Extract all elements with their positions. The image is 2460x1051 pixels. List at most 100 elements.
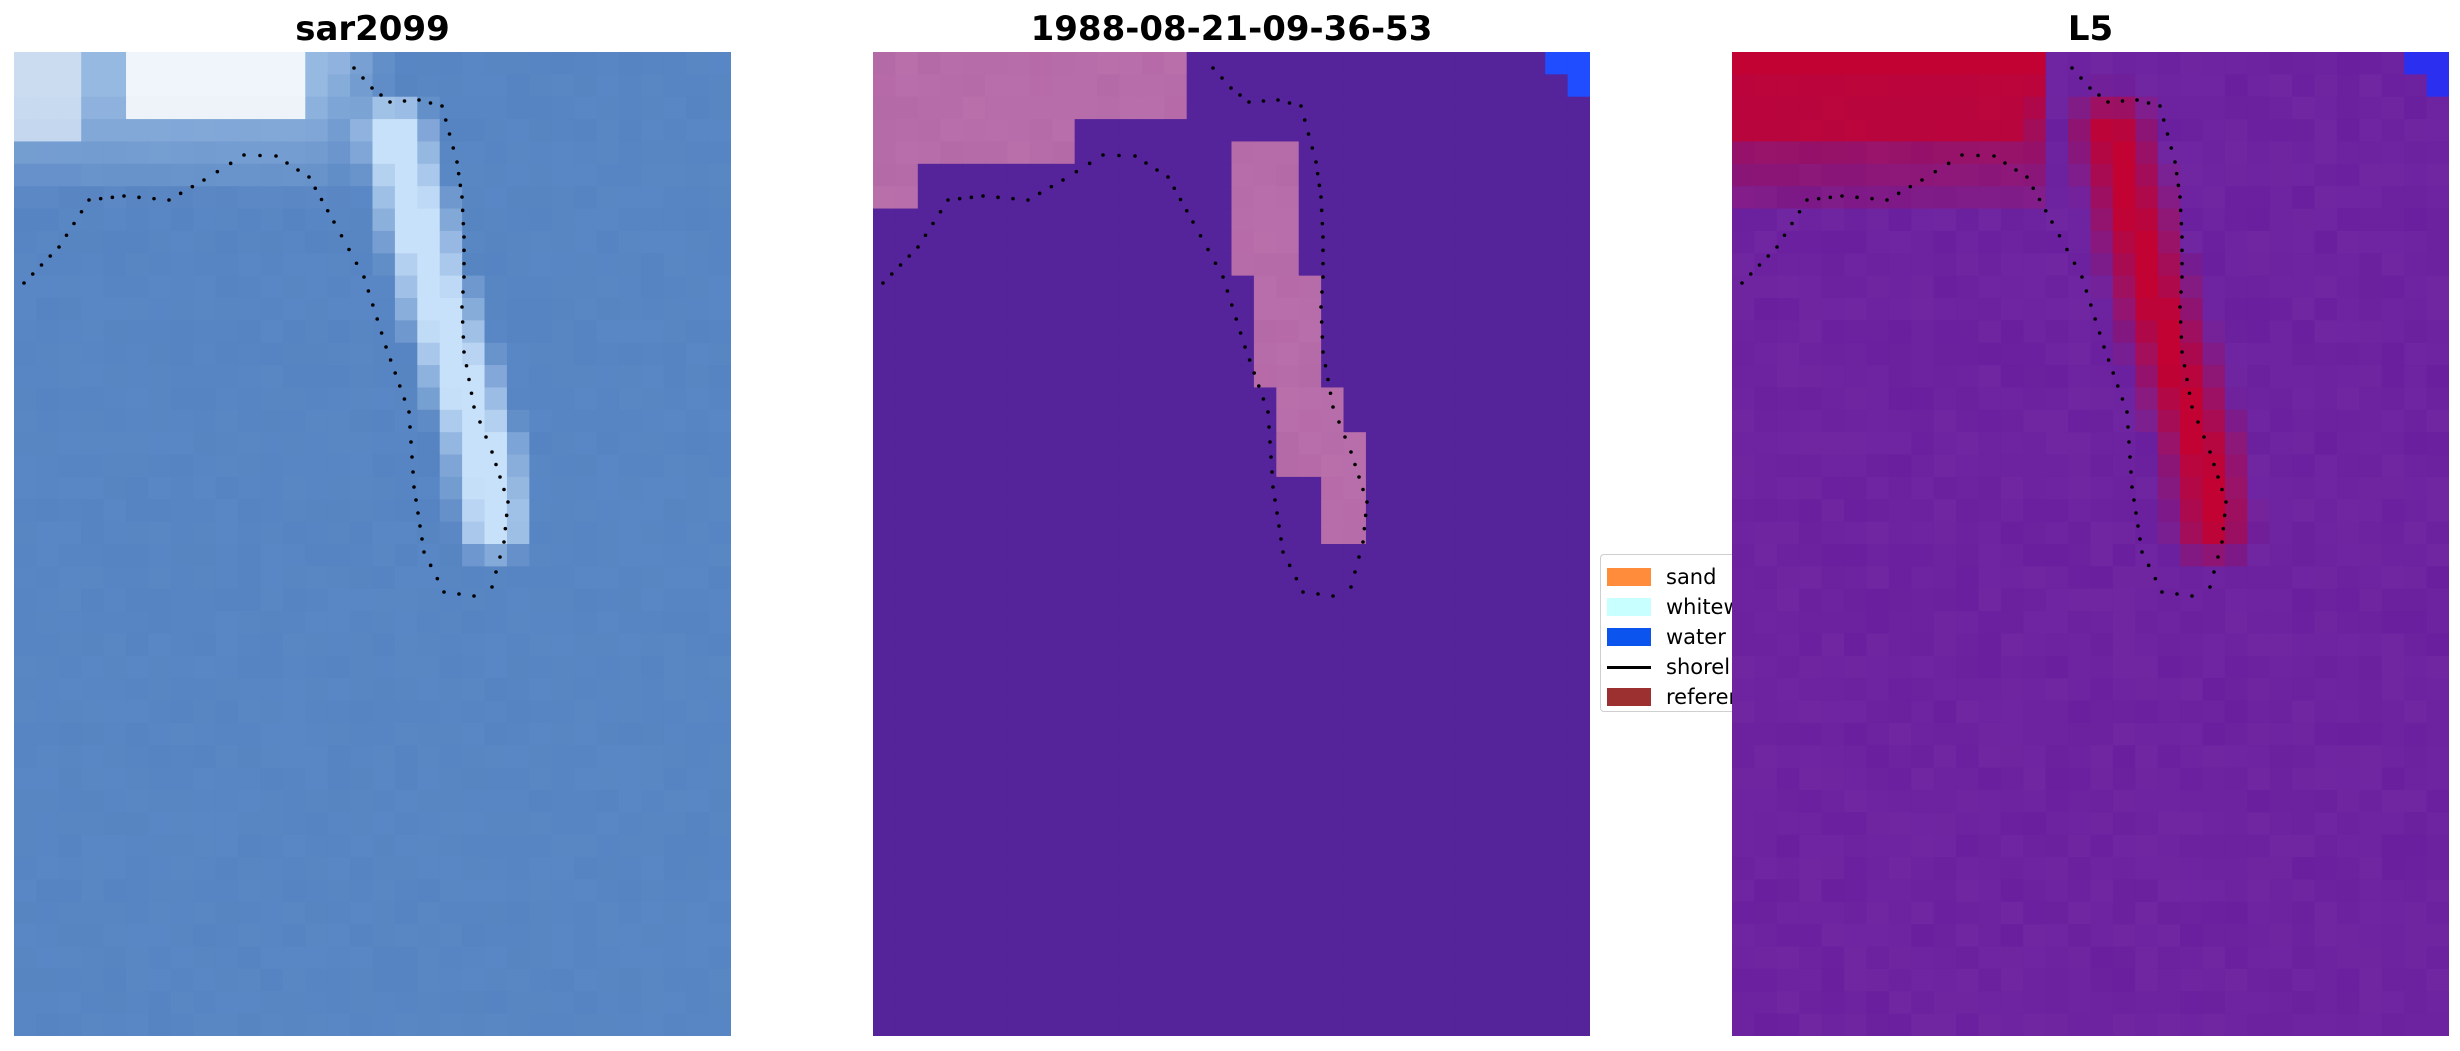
pixel	[484, 52, 508, 75]
pixel	[873, 700, 897, 724]
pixel	[574, 499, 598, 523]
pixel	[1522, 230, 1546, 254]
pixel	[1866, 96, 1890, 120]
pixel	[686, 208, 710, 232]
shoreline-dot	[2070, 66, 2074, 70]
pixel	[2292, 879, 2316, 903]
pixel	[81, 253, 105, 277]
pixel	[126, 409, 150, 433]
pixel	[1433, 834, 1457, 858]
pixel	[2157, 745, 2181, 769]
pixel	[260, 476, 284, 500]
pixel	[1567, 812, 1590, 836]
pixel	[641, 1013, 665, 1036]
shoreline-dot	[2025, 175, 2029, 179]
legend-item-water: water	[1607, 622, 1726, 652]
pixel	[1209, 208, 1233, 232]
pixel	[1911, 722, 1935, 746]
pixel	[1477, 588, 1501, 612]
pixel	[596, 991, 620, 1015]
pixel	[1477, 544, 1501, 567]
pixel	[1911, 767, 1935, 791]
pixel	[895, 275, 919, 299]
pixel	[1209, 700, 1233, 724]
pixel	[1844, 521, 1868, 545]
pixel	[58, 342, 82, 366]
pixel	[1164, 678, 1188, 702]
pixel	[2336, 387, 2360, 411]
pixel	[686, 544, 710, 567]
pixel	[1298, 834, 1322, 858]
pixel	[327, 521, 351, 545]
pixel	[2090, 499, 2114, 523]
shoreline-dot	[307, 175, 311, 179]
pixel	[1209, 342, 1233, 366]
pixel	[1754, 230, 1778, 254]
reference-swatch	[1607, 688, 1651, 706]
pixel	[1074, 834, 1098, 858]
pixel	[2314, 544, 2338, 567]
pixel	[394, 298, 418, 321]
pixel	[2314, 879, 2338, 903]
pixel	[1799, 991, 1823, 1015]
pixel	[873, 588, 897, 612]
pixel	[1933, 812, 1957, 836]
pixel	[1007, 253, 1031, 277]
pixel	[1776, 186, 1800, 210]
pixel	[2292, 991, 2316, 1015]
pixel	[2336, 834, 2360, 858]
pixel	[2112, 230, 2136, 254]
pixel	[1500, 566, 1524, 590]
pixel	[2336, 924, 2360, 948]
shoreline-dot	[1261, 99, 1266, 103]
pixel	[2314, 476, 2338, 500]
pixel	[506, 611, 530, 635]
pixel	[1776, 588, 1800, 612]
pixel	[1888, 186, 1912, 210]
pixel	[551, 275, 575, 299]
pixel	[962, 52, 986, 75]
pixel	[708, 991, 731, 1015]
pixel	[1821, 566, 1845, 590]
pixel	[215, 521, 239, 545]
pixel	[1209, 119, 1233, 143]
pixel	[193, 432, 217, 456]
pixel	[529, 633, 553, 657]
pixel	[2426, 365, 2449, 389]
pixel	[126, 365, 150, 389]
pixel	[1433, 298, 1457, 321]
pixel	[193, 521, 217, 545]
pixel	[1799, 812, 1823, 836]
pixel	[58, 499, 82, 523]
pixel	[940, 275, 964, 299]
pixel	[2292, 186, 2316, 210]
pixel	[2426, 588, 2449, 612]
pixel	[2247, 901, 2271, 925]
pixel	[940, 633, 964, 657]
pixel	[2112, 298, 2136, 321]
pixel	[1433, 678, 1457, 702]
pixel	[618, 409, 642, 433]
pixel	[2404, 52, 2428, 75]
shoreline-dot	[460, 320, 465, 324]
shoreline-dot	[1365, 500, 1369, 504]
pixel	[1978, 700, 2002, 724]
pixel	[962, 298, 986, 321]
pixel	[1365, 521, 1389, 545]
pixel	[2224, 566, 2248, 590]
pixel	[663, 521, 687, 545]
pixel	[1776, 1013, 1800, 1036]
pixel	[36, 52, 60, 75]
pixel	[126, 879, 150, 903]
pixel	[1911, 74, 1935, 98]
pixel	[2157, 767, 2181, 791]
pixel	[618, 119, 642, 143]
pixel	[2202, 611, 2226, 635]
pixel	[1410, 678, 1434, 702]
pixel	[1978, 566, 2002, 590]
pixel	[1433, 745, 1457, 769]
pixel	[1477, 163, 1501, 187]
pixel	[36, 521, 60, 545]
pixel	[394, 745, 418, 769]
